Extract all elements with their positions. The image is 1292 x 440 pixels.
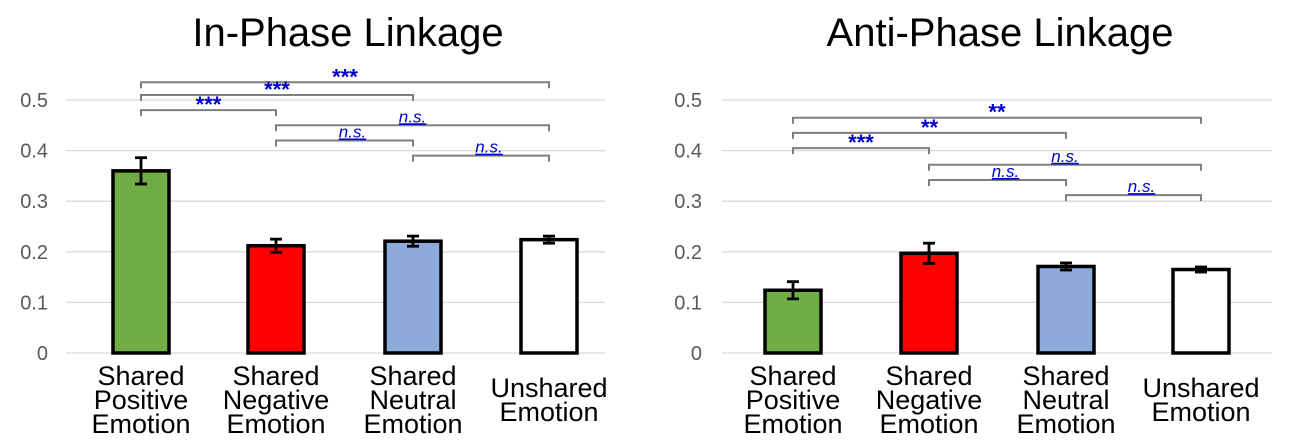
y-tick-label: 0.3: [20, 191, 48, 213]
significance-label: **: [988, 100, 1006, 125]
significance-label: ***: [332, 64, 358, 89]
significance-label: **: [921, 115, 939, 140]
y-tick-label: 0.4: [674, 141, 702, 163]
significance-label: n.s.: [475, 138, 502, 157]
category-label: Emotion: [363, 409, 462, 439]
category-label: Emotion: [879, 409, 978, 439]
category-label: Emotion: [499, 397, 598, 427]
y-tick-label: 0: [37, 343, 48, 365]
bar: [113, 171, 169, 353]
category-label: Emotion: [1016, 409, 1115, 439]
y-tick-label: 0.5: [20, 90, 48, 112]
significance-label: n.s.: [1051, 147, 1078, 166]
significance-label: ***: [264, 77, 290, 102]
y-tick-label: 0.5: [674, 90, 702, 112]
chart-title: In-Phase Linkage: [192, 11, 503, 55]
significance-label: n.s.: [1128, 177, 1155, 196]
y-tick-label: 0.2: [20, 242, 48, 264]
significance-label: n.s.: [339, 122, 366, 141]
bar: [1038, 266, 1094, 353]
y-tick-label: 0.4: [20, 141, 48, 163]
bar: [385, 241, 441, 353]
significance-label: n.s.: [399, 107, 426, 126]
category-label: Emotion: [743, 409, 842, 439]
category-label: Emotion: [1151, 397, 1250, 427]
significance-label: ***: [196, 92, 222, 117]
y-tick-label: 0.3: [674, 191, 702, 213]
category-label: Emotion: [226, 409, 325, 439]
bar: [1173, 270, 1229, 353]
y-tick-label: 0: [691, 343, 702, 365]
significance-label: ***: [848, 130, 874, 155]
chart-in-phase: In-Phase Linkage00.10.20.30.40.5SharedPo…: [20, 11, 607, 439]
bar: [521, 240, 577, 353]
bar: [901, 253, 957, 353]
bar: [248, 246, 304, 353]
significance-label: n.s.: [992, 162, 1019, 181]
chart-title: Anti-Phase Linkage: [827, 11, 1174, 55]
chart-anti-phase: Anti-Phase Linkage00.10.20.30.40.5Shared…: [674, 11, 1272, 439]
y-tick-label: 0.2: [674, 242, 702, 264]
category-label: Emotion: [91, 409, 190, 439]
y-tick-label: 0.1: [674, 292, 702, 314]
y-tick-label: 0.1: [20, 292, 48, 314]
